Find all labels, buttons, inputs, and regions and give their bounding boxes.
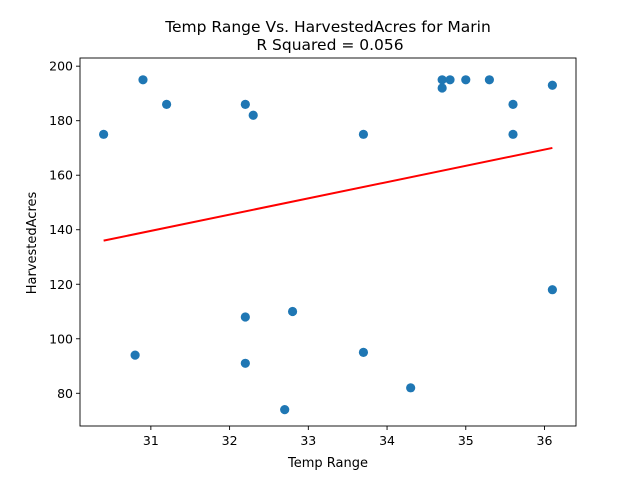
x-tick-label: 33 xyxy=(300,433,316,448)
scatter-point xyxy=(547,80,557,90)
scatter-point xyxy=(406,383,416,393)
scatter-point xyxy=(445,75,455,85)
chart-subtitle-r-squared: R Squared = 0.056 xyxy=(256,36,403,54)
x-tick-label: 32 xyxy=(222,433,238,448)
y-tick-label: 160 xyxy=(49,168,73,183)
scatter-point xyxy=(287,306,298,317)
scatter-point xyxy=(547,285,557,295)
scatter-point xyxy=(280,405,290,415)
axes-frame xyxy=(79,57,577,427)
x-tick-label: 31 xyxy=(143,433,159,448)
y-tick-label: 200 xyxy=(49,59,73,74)
y-tick-label: 180 xyxy=(49,113,73,128)
scatter-point xyxy=(99,129,109,139)
y-tick-label: 140 xyxy=(49,222,73,237)
x-axis-label: Temp Range xyxy=(287,456,368,471)
scatter-point xyxy=(484,75,494,85)
scatter-point xyxy=(437,75,447,85)
y-axis-label: HarvestedAcres xyxy=(25,192,40,295)
scatter-point xyxy=(138,75,148,85)
scatter-point xyxy=(508,129,518,139)
scatter-point xyxy=(461,75,471,85)
scatter-point xyxy=(240,358,250,368)
y-tick-label: 100 xyxy=(49,331,73,346)
scatter-point xyxy=(358,347,369,357)
y-tick-label: 80 xyxy=(57,386,73,401)
regression-line xyxy=(103,146,553,242)
scatter-point xyxy=(358,129,369,139)
y-tick-label: 120 xyxy=(49,277,73,292)
scatter-point xyxy=(508,99,518,109)
scatter-point xyxy=(162,99,172,109)
x-tick-label: 36 xyxy=(537,433,553,448)
scatter-point xyxy=(248,110,258,120)
scatter-point xyxy=(240,312,250,322)
x-tick-label: 35 xyxy=(458,433,474,448)
plot-area: 31 32 33 34 35 36 80 100 120 140 160 180 200 xyxy=(49,57,577,448)
x-tick-label: 34 xyxy=(379,433,395,448)
scatter-point xyxy=(130,350,140,360)
chart-title: Temp Range Vs. HarvestedAcres for Marin xyxy=(164,18,491,36)
scatter-point xyxy=(240,99,250,109)
scatter-point xyxy=(437,83,447,93)
